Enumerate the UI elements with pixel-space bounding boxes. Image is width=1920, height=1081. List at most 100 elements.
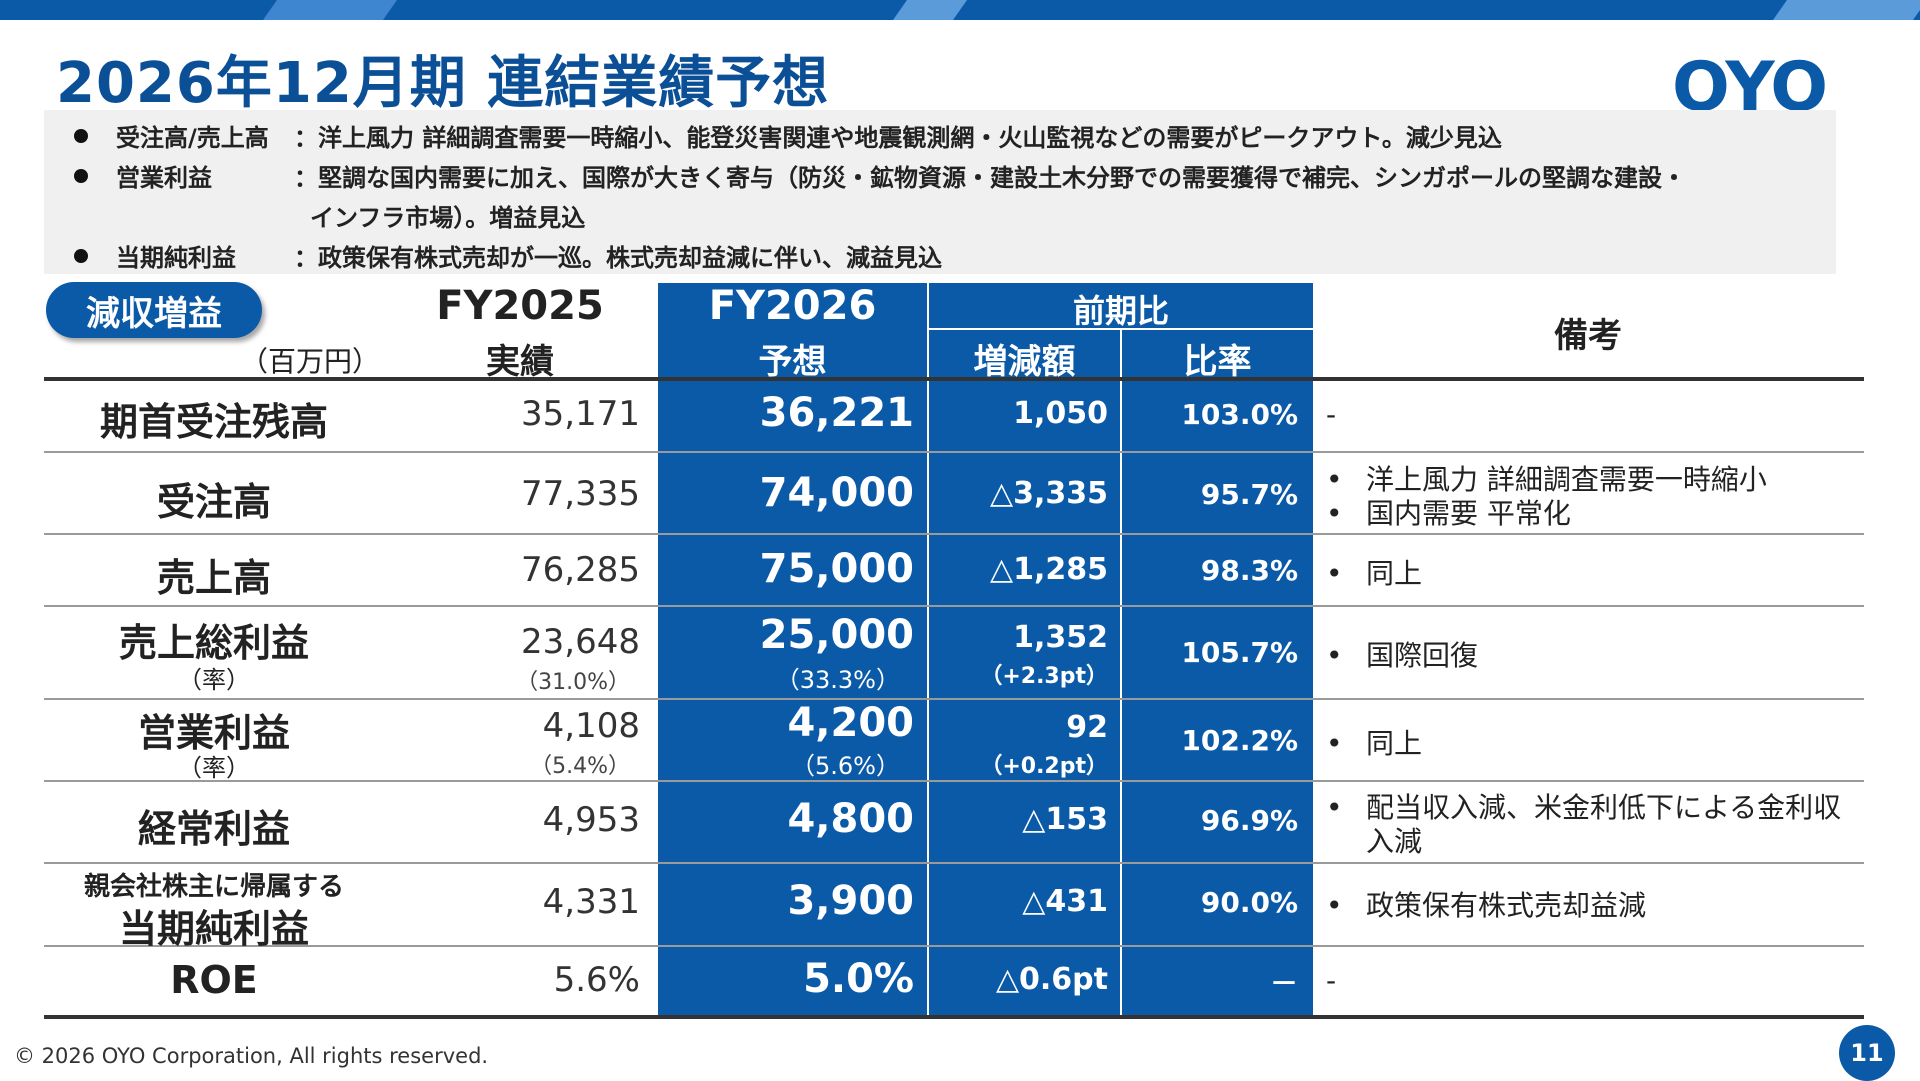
fy2025-value: 35,171 <box>521 394 640 434</box>
diff-value: △0.6pt <box>995 962 1108 997</box>
diff-value: 92 <box>1066 710 1108 745</box>
fy2026-rate: （5.6%） <box>791 752 900 780</box>
row-label: 期首受注残高 <box>99 400 328 444</box>
bullet-icon: • <box>1326 497 1343 530</box>
fy2026-value: 75,000 <box>759 546 914 592</box>
row-label: 経常利益 <box>137 807 290 851</box>
remark-cont: 入減 <box>1366 825 1423 858</box>
diff-value: △431 <box>1022 884 1108 919</box>
header-yoy: 前期比 <box>1072 292 1169 330</box>
header-fy2026: FY2026 <box>708 283 877 329</box>
row-label: 受注高 <box>156 480 271 524</box>
bullet-icon: • <box>1326 727 1343 760</box>
row-sublabel: （率） <box>178 666 250 694</box>
fy2026-value: 5.0% <box>803 956 914 1002</box>
diff-value: △153 <box>1022 802 1108 837</box>
diff-value: 1,352 <box>1013 620 1108 655</box>
fy2026-value: 74,000 <box>759 470 914 516</box>
remark: • 洋上風力 詳細調査需要一時縮小 <box>1326 463 1767 496</box>
row-divider <box>44 533 1864 535</box>
header-actual: 実績 <box>486 342 554 382</box>
ratio-value: － <box>1269 967 1298 1000</box>
remark: - <box>1326 964 1337 997</box>
bullet-icon: • <box>1326 463 1343 496</box>
ratio-value: 98.3% <box>1200 554 1298 587</box>
bullet-icon: • <box>1326 889 1343 922</box>
top-banner <box>0 0 1920 20</box>
remark: • 同上 <box>1326 727 1423 760</box>
note-operating-profit-cont: インフラ市場）。増益見込 <box>310 204 586 232</box>
summary-badge: 減収増益 <box>46 282 262 338</box>
fy2026-value: 4,800 <box>787 796 914 842</box>
row-label: 営業利益 <box>137 711 290 755</box>
row-divider <box>44 698 1864 700</box>
ratio-value: 90.0% <box>1200 886 1298 919</box>
row-divider <box>44 605 1864 607</box>
remark: • 政策保有株式売却益減 <box>1326 889 1647 922</box>
fy2026-value: 25,000 <box>759 612 914 658</box>
row-label: 売上高 <box>156 556 271 600</box>
row-label-prefix: 親会社株主に帰属する <box>83 872 344 902</box>
fy2025-value: 4,331 <box>542 882 640 922</box>
row-label: 売上総利益 <box>118 621 309 665</box>
fy2025-value: 77,335 <box>521 474 640 514</box>
ratio-value: 95.7% <box>1200 478 1298 511</box>
fy2025-value: 76,285 <box>521 550 640 590</box>
note-orders-sales: 受注高/売上高 ：洋上風力 詳細調査需要一時縮小、能登災害関連や地震観測網・火山監… <box>74 118 1502 153</box>
ratio-value: 96.9% <box>1200 804 1298 837</box>
remark: • 同上 <box>1326 557 1423 590</box>
diff-rate: （+0.2pt） <box>980 754 1108 779</box>
column-divider <box>1120 330 1122 1017</box>
row-divider <box>44 862 1864 864</box>
note-operating-profit: 営業利益 ：堅調な国内需要に加え、国際が大きく寄与（防災・鉱物資源・建設土木分野で… <box>74 158 1686 193</box>
fy2026-rate: （33.3%） <box>775 666 900 694</box>
fy2025-value: 5.6% <box>553 960 640 1000</box>
diff-value: △3,335 <box>990 476 1108 511</box>
bullet-icon: • <box>1326 791 1343 824</box>
ratio-value: 105.7% <box>1181 636 1298 669</box>
table-top-rule <box>44 377 1864 381</box>
fy2025-value: 23,648 <box>521 622 640 662</box>
header-diff: 増減額 <box>973 342 1076 382</box>
note-net-income: 当期純利益 ：政策保有株式売却が一巡。株式売却益減に伴い、減益見込 <box>74 238 942 273</box>
remark: • 国内需要 平常化 <box>1326 497 1571 530</box>
bullet-icon: • <box>1326 639 1343 672</box>
bullet-icon: • <box>1326 557 1343 590</box>
fy2025-rate: （5.4%） <box>530 754 630 779</box>
header-forecast: 予想 <box>758 342 827 382</box>
bullet-icon <box>74 169 88 183</box>
bullet-icon <box>74 129 88 143</box>
copyright-footer: © 2026 OYO Corporation, All rights reser… <box>14 1044 489 1068</box>
remark: • 配当収入減、米金利低下による金利収 <box>1326 791 1842 824</box>
column-divider <box>927 283 929 1017</box>
fy2026-value: 4,200 <box>787 700 914 746</box>
row-sublabel: （率） <box>178 754 250 782</box>
row-divider <box>44 945 1864 947</box>
fy2026-value: 3,900 <box>787 878 914 924</box>
page-title: 2026年12月期 連結業績予想 <box>56 51 830 116</box>
remark: • 国際回復 <box>1326 639 1479 672</box>
row-divider <box>44 780 1864 782</box>
table-bottom-rule <box>44 1015 1864 1019</box>
unit-label: （百万円） <box>240 345 381 378</box>
header-remarks: 備考 <box>1554 316 1622 356</box>
remark: - <box>1326 398 1337 431</box>
page-number: 11 <box>1839 1025 1895 1081</box>
bullet-icon <box>74 249 88 263</box>
fy2025-rate: （31.0%） <box>516 670 630 695</box>
row-label: ROE <box>170 958 258 1002</box>
diff-value: 1,050 <box>1013 396 1108 431</box>
forecast-column-bg <box>658 283 1313 1017</box>
fy2025-value: 4,108 <box>542 706 640 746</box>
fy2026-value: 36,221 <box>759 390 914 436</box>
header-divider <box>929 328 1313 330</box>
fy2025-value: 4,953 <box>542 800 640 840</box>
diff-value: △1,285 <box>990 552 1108 587</box>
row-label: 当期純利益 <box>118 907 309 951</box>
ratio-value: 103.0% <box>1181 398 1298 431</box>
row-divider <box>44 451 1864 453</box>
ratio-value: 102.2% <box>1181 724 1298 757</box>
summary-notes: 受注高/売上高 ：洋上風力 詳細調査需要一時縮小、能登災害関連や地震観測網・火山監… <box>44 110 1836 274</box>
header-ratio: 比率 <box>1183 342 1252 382</box>
diff-rate: （+2.3pt） <box>980 664 1108 689</box>
